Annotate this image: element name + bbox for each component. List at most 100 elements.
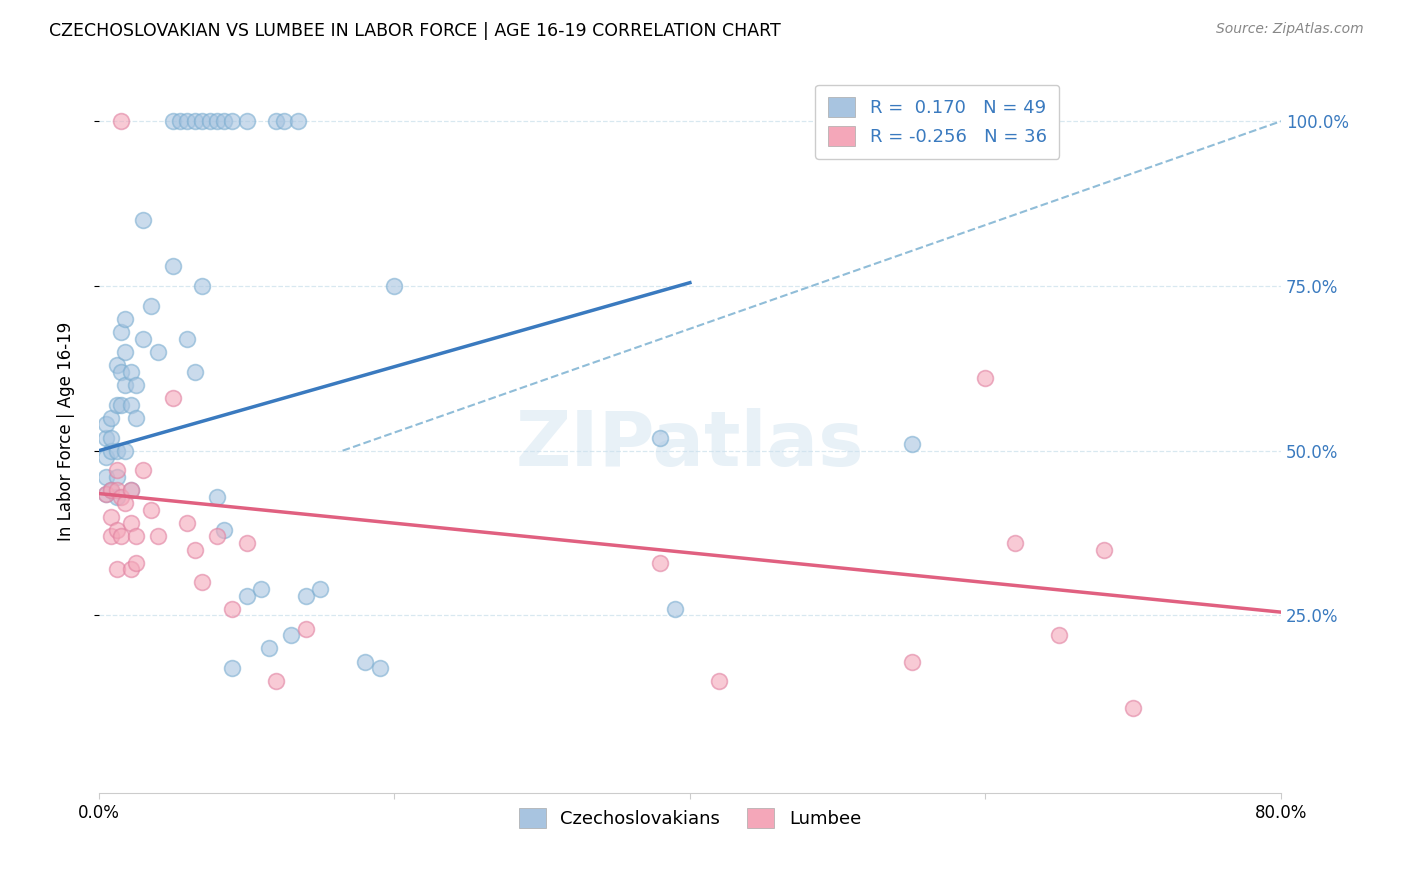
Point [294, 622, 316, 636]
Point [250, 582, 273, 596]
Point [205, 114, 228, 128]
Point [146, 529, 169, 543]
Point [264, 114, 287, 128]
Point [105, 443, 128, 458]
Point [235, 589, 257, 603]
Point [110, 114, 132, 128]
Point [114, 496, 136, 510]
Point [273, 114, 295, 128]
Point [214, 114, 236, 128]
Point [191, 279, 214, 293]
Point [221, 114, 243, 128]
Point [105, 358, 128, 372]
Point [176, 332, 198, 346]
Point [280, 628, 302, 642]
Point [664, 602, 686, 616]
Point [120, 398, 142, 412]
Legend: Czechoslovakians, Lumbee: Czechoslovakians, Lumbee [512, 801, 869, 835]
Point [120, 365, 142, 379]
Point [100, 483, 122, 498]
Point [96, 486, 118, 500]
Point [132, 213, 155, 227]
Point [382, 279, 405, 293]
Point [105, 562, 128, 576]
Point [294, 589, 316, 603]
Point [100, 483, 122, 498]
Point [120, 483, 142, 498]
Point [214, 523, 236, 537]
Point [100, 430, 122, 444]
Point [96, 430, 118, 444]
Point [100, 443, 122, 458]
Point [900, 655, 922, 669]
Point [162, 259, 184, 273]
Point [184, 365, 207, 379]
Point [114, 312, 136, 326]
Point [264, 674, 287, 689]
Point [184, 114, 207, 128]
Point [1004, 536, 1026, 550]
Point [105, 483, 128, 498]
Point [125, 377, 148, 392]
Point [110, 490, 132, 504]
Point [100, 529, 122, 543]
Point [191, 575, 214, 590]
Point [132, 332, 155, 346]
Point [96, 486, 118, 500]
Point [169, 114, 191, 128]
Point [96, 417, 118, 432]
Point [114, 344, 136, 359]
Point [125, 410, 148, 425]
Point [176, 516, 198, 531]
Point [1047, 628, 1070, 642]
Text: CZECHOSLOVAKIAN VS LUMBEE IN LABOR FORCE | AGE 16-19 CORRELATION CHART: CZECHOSLOVAKIAN VS LUMBEE IN LABOR FORCE… [49, 22, 780, 40]
Point [287, 114, 309, 128]
Point [114, 377, 136, 392]
Y-axis label: In Labor Force | Age 16-19: In Labor Force | Age 16-19 [58, 321, 75, 541]
Text: ZIPatlas: ZIPatlas [516, 409, 865, 483]
Point [1092, 542, 1115, 557]
Point [650, 430, 672, 444]
Point [353, 655, 375, 669]
Point [1122, 700, 1144, 714]
Point [235, 536, 257, 550]
Point [110, 529, 132, 543]
Point [105, 490, 128, 504]
Point [120, 483, 142, 498]
Point [105, 398, 128, 412]
Point [257, 641, 280, 656]
Point [110, 325, 132, 339]
Point [110, 365, 132, 379]
Point [110, 398, 132, 412]
Point [96, 470, 118, 484]
Point [139, 299, 162, 313]
Point [96, 450, 118, 465]
Point [125, 529, 148, 543]
Point [132, 463, 155, 477]
Point [368, 661, 391, 675]
Point [162, 391, 184, 405]
Point [105, 463, 128, 477]
Point [235, 114, 257, 128]
Point [176, 114, 198, 128]
Point [198, 114, 221, 128]
Point [125, 556, 148, 570]
Point [221, 661, 243, 675]
Point [974, 371, 997, 385]
Point [709, 674, 731, 689]
Point [105, 523, 128, 537]
Point [205, 529, 228, 543]
Point [120, 562, 142, 576]
Point [221, 602, 243, 616]
Point [309, 582, 332, 596]
Point [120, 516, 142, 531]
Point [162, 114, 184, 128]
Text: Source: ZipAtlas.com: Source: ZipAtlas.com [1216, 22, 1364, 37]
Point [900, 437, 922, 451]
Point [139, 503, 162, 517]
Point [146, 344, 169, 359]
Point [650, 556, 672, 570]
Point [100, 410, 122, 425]
Point [205, 490, 228, 504]
Point [114, 443, 136, 458]
